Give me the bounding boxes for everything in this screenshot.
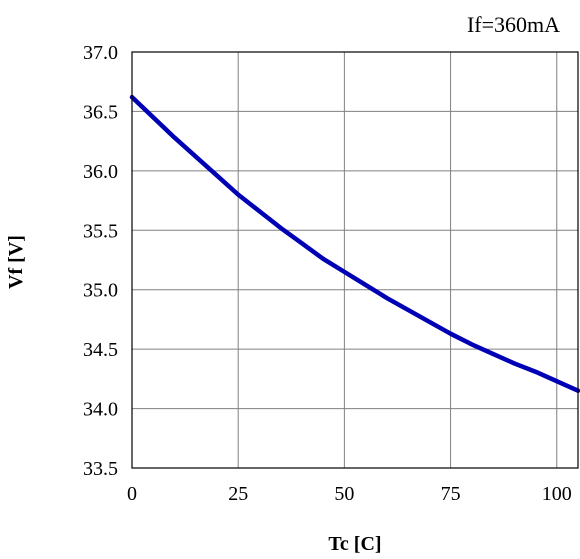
current-annotation: If=360mA [467,12,560,37]
y-tick-label: 33.5 [83,458,118,480]
x-tick-label: 25 [228,483,248,505]
y-tick-label: 34.0 [83,399,118,421]
x-axis-label: Tc [C] [328,533,381,555]
x-tick-label: 50 [334,483,354,505]
y-tick-label: 36.0 [83,161,118,183]
series-line [129,94,580,393]
y-tick-label: 36.5 [83,101,118,123]
x-tick-label: 0 [127,483,137,505]
x-tick-label: 75 [441,483,461,505]
y-tick-label: 37.0 [83,42,118,64]
y-axis-label: Vf [V] [5,235,27,289]
y-tick-label: 35.5 [83,220,118,242]
grid-lines [132,52,578,468]
y-tick-label: 35.0 [83,280,118,302]
x-tick-label: 100 [542,483,572,505]
series-layer [129,94,580,393]
y-tick-label: 34.5 [83,339,118,361]
plot-frame [131,51,579,469]
tick-labels: 0 25 50 75 100 33.5 34.0 34.5 35.0 35.5 36.0 36.5 37… [83,42,572,505]
